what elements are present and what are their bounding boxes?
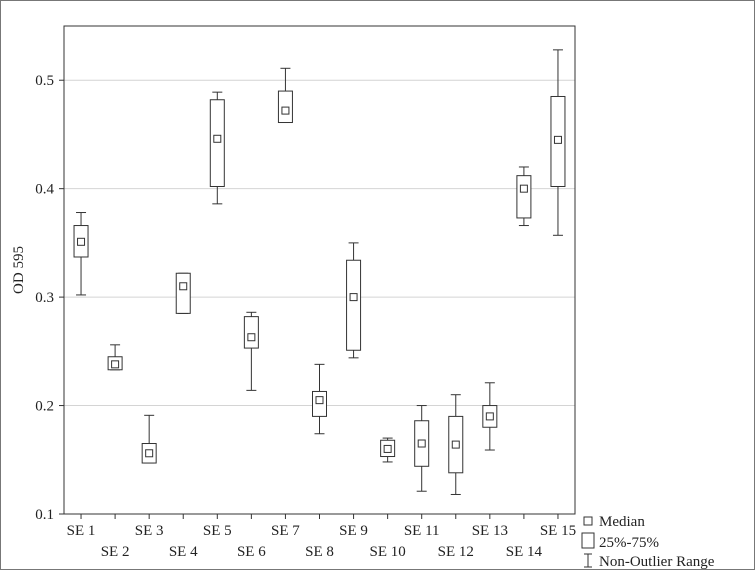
iqr-box [516, 175, 532, 219]
median-marker [383, 444, 392, 453]
median-marker [145, 449, 154, 458]
x-axis-ticks: SE 1SE 2SE 3SE 4SE 5SE 6SE 7SE 8SE 9SE 1… [67, 514, 576, 560]
median-marker [247, 333, 256, 342]
x-tick-label: SE 11 [404, 523, 440, 539]
x-tick-label: SE 9 [339, 523, 368, 539]
median-marker [451, 440, 460, 449]
iqr-box [175, 272, 191, 314]
box-11 [414, 405, 430, 492]
box-9 [346, 242, 362, 359]
box-13 [482, 382, 498, 451]
median-marker [179, 282, 188, 291]
y-tick-label: 0.3 [35, 290, 54, 306]
median-marker [213, 134, 222, 143]
y-tick-label: 0.1 [35, 507, 54, 523]
x-tick-label: SE 7 [271, 523, 300, 539]
y-axis-label: OD 595 [11, 246, 27, 294]
y-tick-label: 0.5 [35, 73, 54, 89]
median-marker [349, 293, 358, 302]
legend: Median 25%-75% Non-Outlier Range [581, 514, 715, 570]
box-3 [141, 414, 157, 464]
y-tick-label: 0.2 [35, 399, 54, 415]
x-tick-label: SE 4 [169, 544, 198, 560]
box-15 [550, 49, 566, 236]
x-tick-label: SE 12 [438, 544, 474, 560]
legend-box-label: 25%-75% [599, 535, 659, 551]
x-tick-label: SE 5 [203, 523, 232, 539]
iqr-box [346, 259, 362, 351]
x-tick-label: SE 13 [472, 523, 508, 539]
x-tick-label: SE 15 [540, 523, 576, 539]
median-marker [553, 135, 562, 144]
box-7 [277, 67, 293, 124]
x-tick-label: SE 8 [305, 544, 334, 560]
median-marker [519, 184, 528, 193]
box-plot-boxes [73, 49, 566, 495]
x-tick-label: SE 14 [506, 544, 543, 560]
box-6 [243, 311, 259, 391]
median-marker [111, 360, 120, 369]
box-14 [516, 166, 532, 227]
median-marker [281, 106, 290, 115]
legend-median-icon [583, 516, 593, 526]
y-axis-ticks: 0.1 0.2 0.3 0.4 0.5 [35, 73, 64, 523]
legend-whisker-label: Non-Outlier Range [599, 554, 715, 570]
y-tick-label: 0.4 [35, 182, 54, 198]
grid-lines [64, 79, 575, 407]
x-tick-label: SE 2 [101, 544, 130, 560]
legend-whisker-icon [584, 553, 592, 568]
median-marker [485, 412, 494, 421]
x-tick-label: SE 1 [67, 523, 96, 539]
x-tick-label: SE 3 [135, 523, 164, 539]
box-4 [175, 272, 191, 314]
box-5 [209, 91, 225, 205]
plot-area-border [63, 25, 576, 515]
box-10 [380, 437, 396, 463]
median-marker [315, 396, 324, 405]
x-tick-label: SE 10 [370, 544, 406, 560]
legend-median-label: Median [599, 514, 645, 530]
box-8 [312, 363, 327, 435]
median-marker [77, 237, 86, 246]
iqr-box [209, 99, 225, 187]
iqr-box [243, 316, 259, 349]
box-12 [448, 394, 464, 495]
box-2 [107, 344, 123, 371]
box-1 [73, 212, 89, 296]
legend-box-icon [581, 532, 595, 549]
median-marker [417, 439, 426, 448]
x-tick-label: SE 6 [237, 544, 266, 560]
